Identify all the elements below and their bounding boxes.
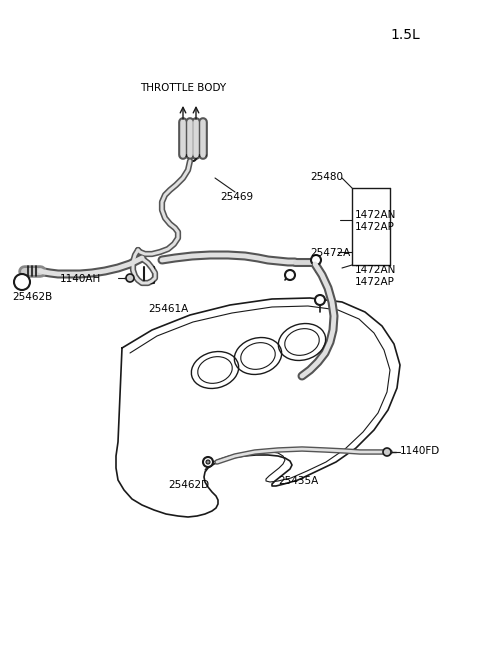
Circle shape [126,274,134,282]
Text: 1472AN
1472AP: 1472AN 1472AP [355,210,396,232]
Text: 1472AN
1472AP: 1472AN 1472AP [355,265,396,287]
Text: 25469: 25469 [220,192,253,202]
Circle shape [383,448,391,456]
Circle shape [14,274,30,290]
Text: 1140FD: 1140FD [400,446,440,456]
Text: 25435A: 25435A [278,476,318,486]
Text: 25461A: 25461A [148,304,188,314]
Text: 25462B: 25462B [12,292,52,302]
Text: 1.5L: 1.5L [390,28,420,42]
Circle shape [206,460,210,464]
Circle shape [203,457,213,467]
Circle shape [285,270,295,280]
Text: 25472A: 25472A [310,248,350,258]
Text: 25480: 25480 [310,172,343,182]
Circle shape [311,255,321,265]
Text: 1140AH: 1140AH [60,274,101,284]
Text: THROTTLE BODY: THROTTLE BODY [140,83,226,93]
Text: 25462D: 25462D [168,480,209,490]
Circle shape [315,295,325,305]
